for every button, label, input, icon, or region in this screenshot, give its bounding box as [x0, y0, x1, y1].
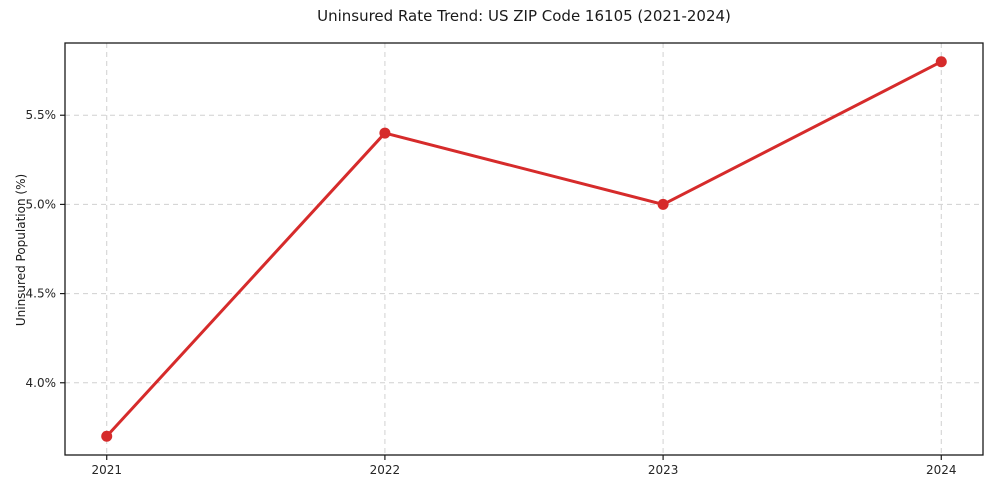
x-tick-label: 2022	[370, 463, 401, 477]
data-point-marker	[657, 198, 669, 210]
y-tick-label: 4.0%	[26, 376, 57, 390]
y-tick-label: 5.0%	[26, 197, 57, 211]
data-point-marker	[101, 430, 113, 442]
plot-border	[64, 42, 984, 456]
line-series	[105, 60, 943, 438]
y-tick-label: 4.5%	[26, 287, 57, 301]
chart-title: Uninsured Rate Trend: US ZIP Code 16105 …	[317, 7, 731, 25]
x-tick-label: 2023	[648, 463, 679, 477]
data-point-marker	[935, 56, 947, 68]
x-tick-label: 2024	[926, 463, 957, 477]
data-point-marker	[379, 127, 391, 139]
x-tick-label: 2021	[91, 463, 122, 477]
y-tick-label: 5.5%	[26, 108, 57, 122]
